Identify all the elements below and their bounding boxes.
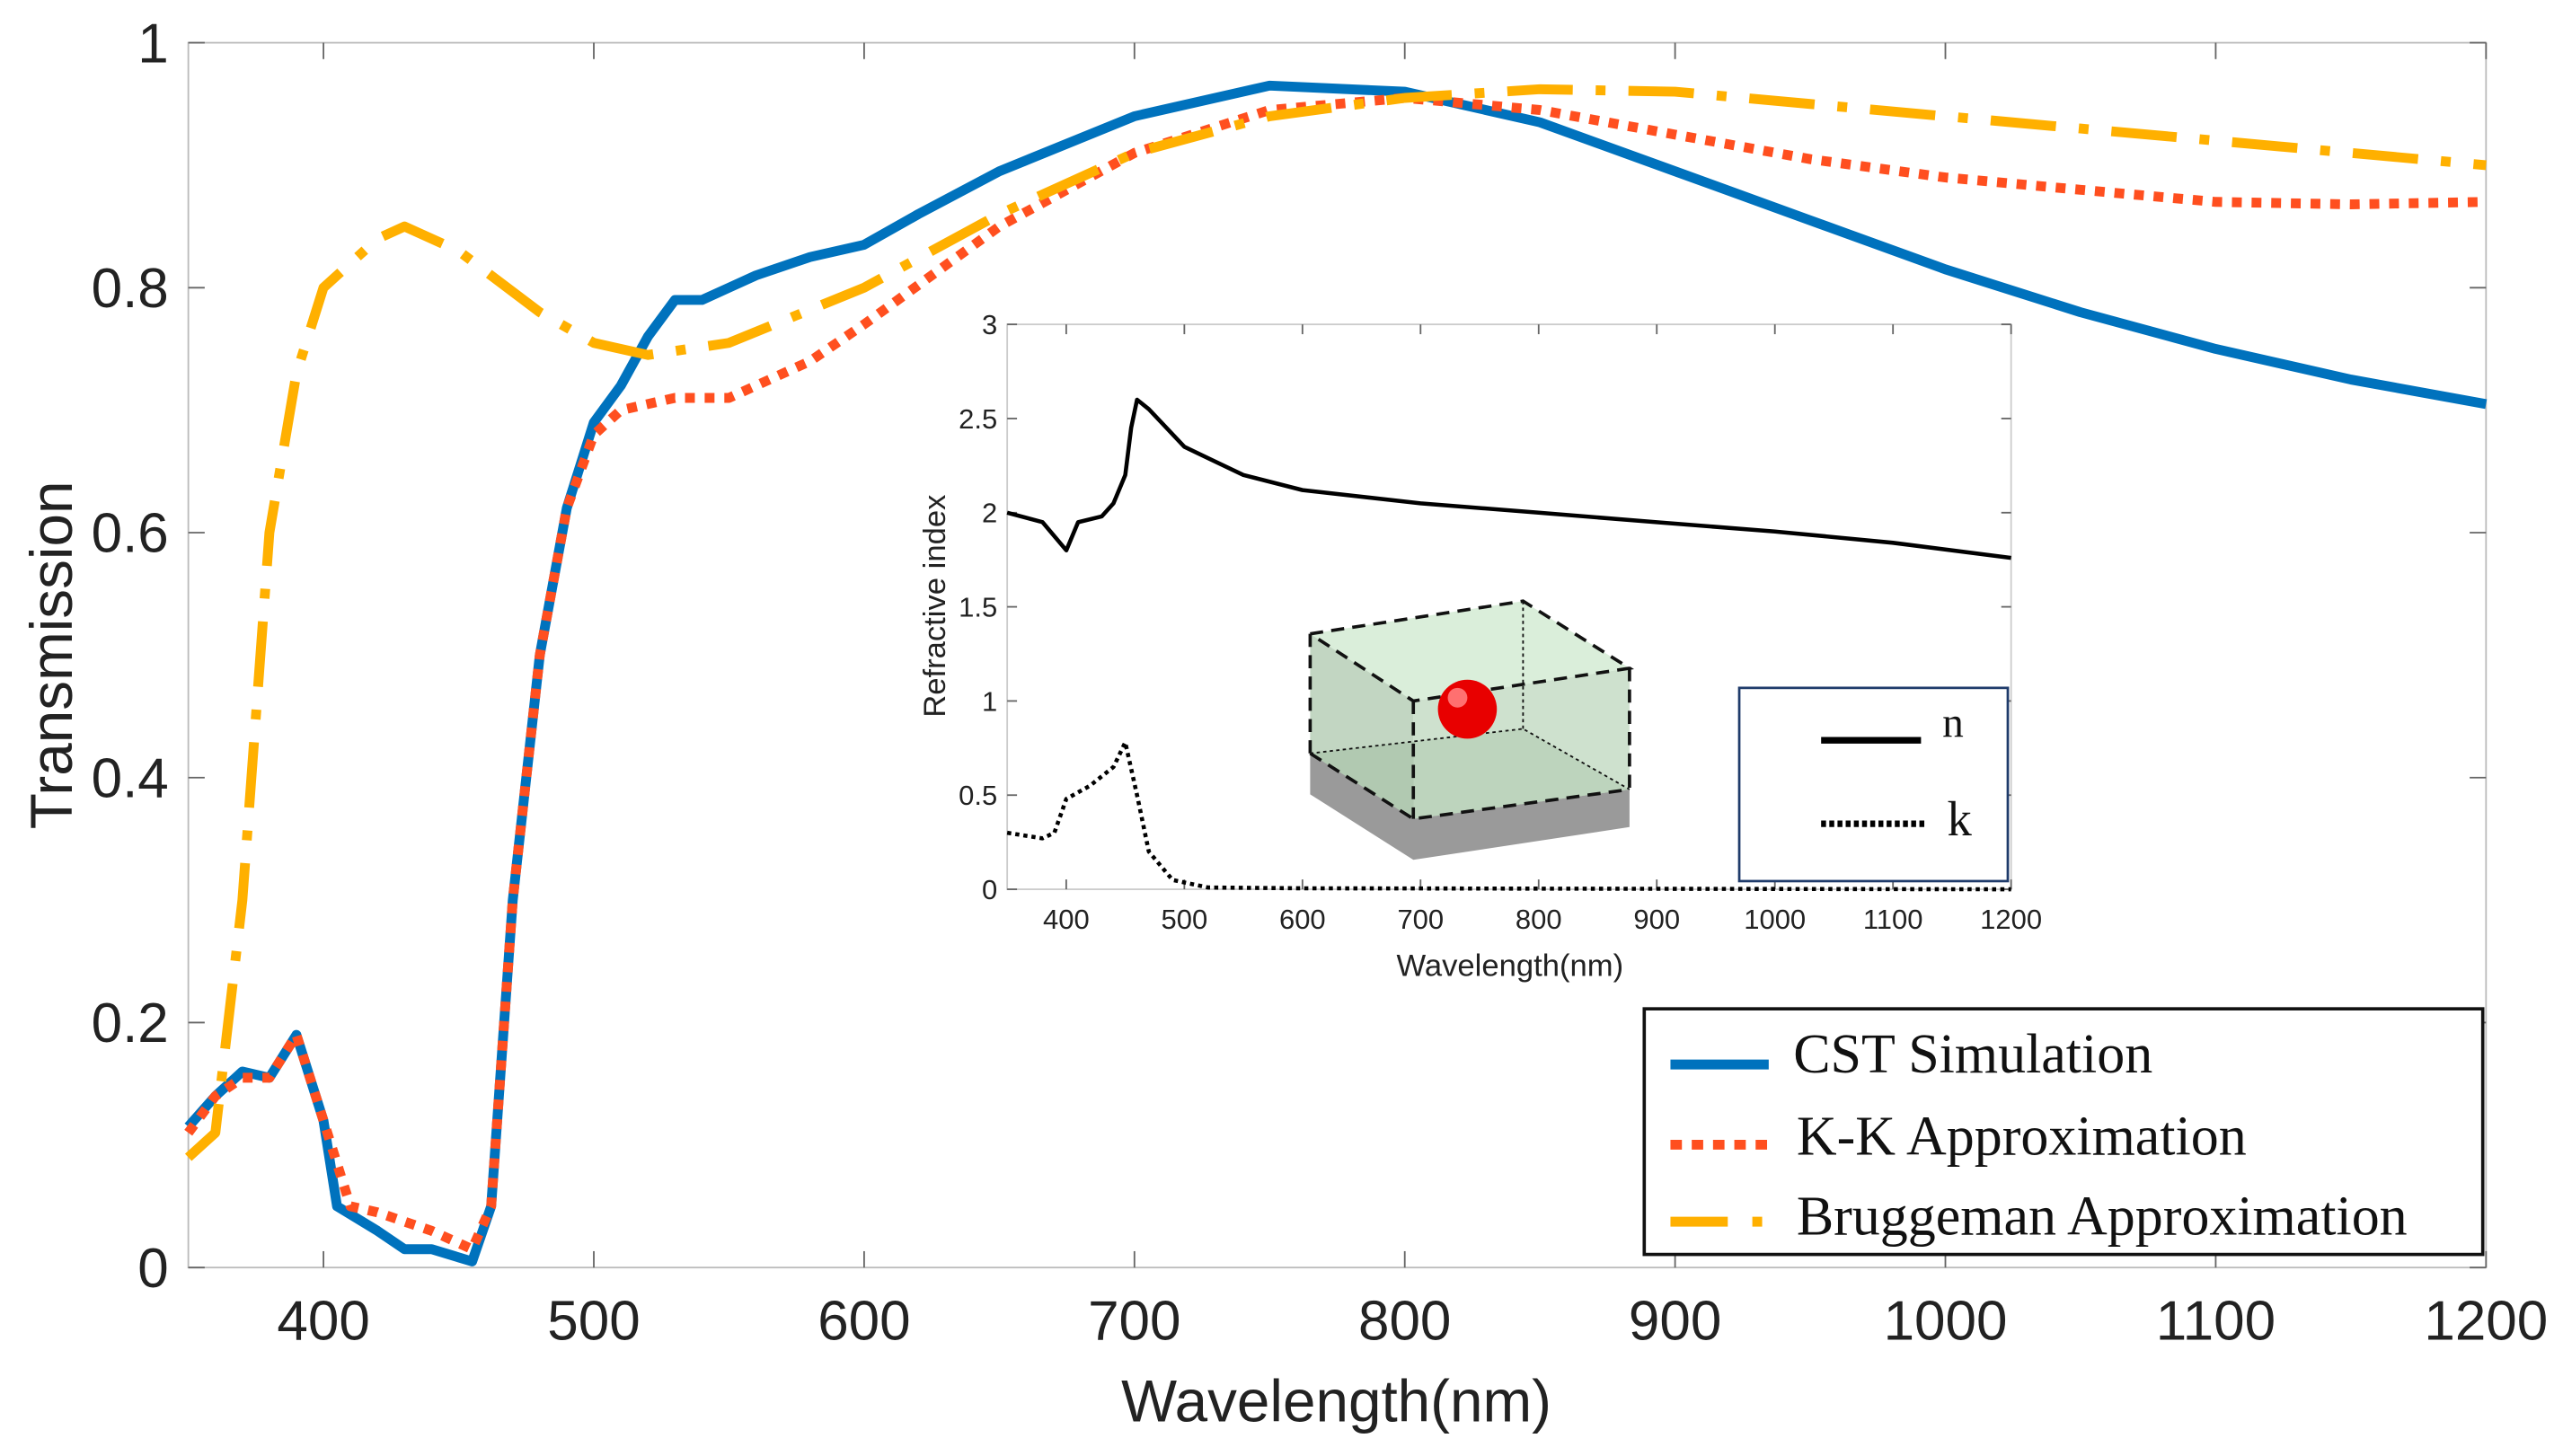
inset-ytick-label: 1: [982, 685, 997, 717]
main-xtick-label: 700: [1088, 1290, 1180, 1352]
main-xtick-label: 500: [547, 1290, 640, 1352]
main-xlabel: Wavelength(nm): [1121, 1369, 1551, 1434]
inset-ytick-label: 2.5: [959, 403, 997, 435]
inset-ytick-label: 3: [982, 309, 997, 340]
main-xtick-label: 400: [277, 1290, 369, 1352]
main-xtick-label: 1000: [1884, 1290, 2008, 1352]
inset-xlabel: Wavelength(nm): [1396, 949, 1623, 984]
main-ytick-label: 0.8: [92, 258, 169, 320]
main-ylabel: Transmission: [19, 481, 84, 830]
main-xtick-label: 900: [1629, 1290, 1721, 1352]
inset-xtick-label: 800: [1516, 904, 1562, 935]
inset-series-n: [1006, 397, 2011, 560]
main-ytick-label: 0: [137, 1238, 168, 1300]
inset-xtick-label: 1000: [1744, 904, 1806, 935]
main-ytick-label: 0.2: [92, 993, 169, 1054]
legend-label-n: n: [1942, 701, 1964, 747]
inset-ytick-label: 0.5: [959, 780, 997, 811]
inset-legend: [1737, 686, 2010, 883]
main-xtick-label: 1200: [2424, 1290, 2548, 1352]
inset-ytick-label: 1.5: [959, 591, 997, 622]
legend-label-kk: K-K Approximation: [1797, 1106, 2247, 1167]
inset-ylabel: Refractive index: [918, 495, 952, 718]
main-series-bruggeman-approximation: [184, 84, 2487, 1161]
main-ytick-label: 0.6: [92, 503, 169, 565]
main-ytick-label: 0.4: [92, 747, 169, 809]
main-series-cst-simulation: [184, 80, 2488, 1266]
inset-xtick-label: 900: [1633, 904, 1680, 935]
inset-xtick-label: 400: [1043, 904, 1090, 935]
inset-series-k: [1006, 740, 2011, 892]
inset-xtick-label: 1200: [1980, 904, 2042, 935]
inset-xtick-label: 1100: [1863, 904, 1923, 935]
inset-xtick-label: 500: [1162, 904, 1208, 935]
legend-label-cst: CST Simulation: [1793, 1024, 2152, 1085]
main-series-k-k-approximation: [184, 93, 2487, 1255]
inset-xtick-label: 600: [1279, 904, 1326, 935]
inset-xtick-label: 700: [1397, 904, 1444, 935]
main-xtick-label: 800: [1358, 1290, 1451, 1352]
nanoparticle-sphere: [1437, 679, 1498, 739]
main-legend: [1642, 1007, 2485, 1257]
unit-cell-diagram: [1308, 599, 1635, 860]
legend-label-k: k: [1948, 791, 1973, 846]
legend-label-brug: Bruggeman Approximation: [1797, 1187, 2408, 1248]
inset-ytick-label: 2: [982, 498, 997, 529]
inset-ytick-label: 0: [982, 874, 997, 905]
main-xtick-label: 600: [818, 1290, 910, 1352]
main-xtick-label: 1100: [2156, 1290, 2276, 1352]
main-ytick-label: 1: [137, 13, 168, 75]
